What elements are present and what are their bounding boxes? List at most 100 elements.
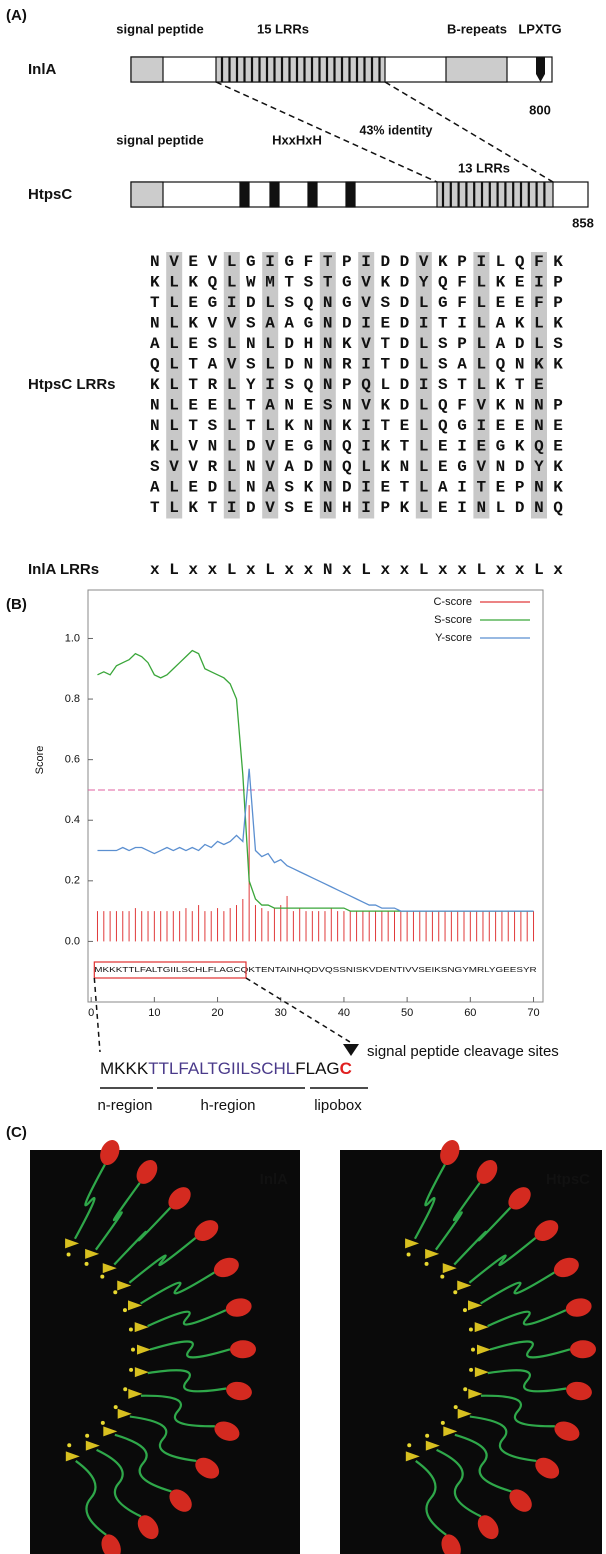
helix [440,1139,460,1166]
cleavage-label: signal peptide cleavage sites [367,1043,559,1060]
homology-link [215,81,438,183]
coil [413,1164,446,1240]
strand [457,1280,472,1291]
strand [468,1300,483,1311]
hbond [128,1327,133,1332]
coil [75,1460,107,1536]
coil [487,1309,567,1328]
alignment-row: T L E G I D L S Q N G V S D L G F L E E … [150,294,563,312]
x-tick-label: 60 [464,1007,476,1019]
strand [425,1248,440,1259]
helix [553,1257,579,1278]
strand [457,1408,472,1419]
y-axis-label: Score [34,746,46,775]
lpxtg-anchor [536,57,545,82]
legend-label: Y-score [435,632,472,644]
hbond [66,1252,71,1257]
structure-cartoon [405,1139,596,1554]
helix [566,1381,592,1401]
homology-link [384,81,554,183]
x-tick-label: 50 [401,1007,413,1019]
strand [117,1280,132,1291]
alignment-row: K L K Q L W M T S T G V K D Y Q F L K E … [150,274,563,292]
domain-label: HxxHxH [272,132,322,147]
alignment-row: T L K T I D V S E N H I P K L E I N L D … [150,499,563,517]
legend-label: C-score [433,596,472,608]
coil [415,1460,447,1536]
zoom-link [245,977,351,1043]
strand [476,1344,491,1355]
strand [136,1344,151,1355]
strand [474,1322,489,1333]
coil [96,1448,142,1518]
strand [134,1322,149,1333]
signal-peptide [130,56,164,83]
legend-label: S-score [434,614,472,626]
hbond [468,1327,473,1332]
x-tick-label: 10 [148,1007,160,1019]
coil [114,1433,172,1493]
coil [489,1340,571,1359]
region-label: n-region [97,1097,152,1114]
conserved-column [319,252,336,519]
signal-peptide [130,181,164,208]
sequence-segment: TTLFALTGIILSCHL [148,1059,295,1078]
coil [453,1206,512,1266]
alignment-row: A L E S L N L D H N K V T D L S P L A D … [150,335,563,353]
zoom-link [93,977,101,1053]
hbond [123,1387,128,1392]
domain-label: 15 LRRs [257,21,309,36]
sequence-segment: MKKK [100,1059,149,1078]
alignment-row: N V E V L G I G F T P I D D V K P I L Q … [150,253,563,271]
helix [100,1139,120,1166]
alignment-label: HtpsC LRRs [28,376,116,393]
conserved-column [262,252,279,519]
conserved-column [223,252,240,519]
hxxhxh-motif [307,181,318,208]
cleavage-marker [343,1044,359,1056]
helix [476,1160,498,1184]
hbond [470,1347,475,1352]
coil [454,1433,512,1493]
lrr-region [215,56,386,83]
strand [128,1300,143,1311]
coil [140,1271,215,1305]
strand [85,1440,100,1451]
sequence-segment: C [340,1059,352,1078]
helix [508,1187,531,1210]
x-tick-label: 0 [88,1007,94,1019]
score-line [97,768,534,912]
alignment-row: S V V R L N V A D N Q L K N L E G V N D … [150,458,563,476]
coil [436,1448,482,1518]
strand [443,1426,458,1437]
helix [225,1298,252,1317]
strand [103,1426,118,1437]
consensus-row: x L x x L x L x x N x L x x L x x L x x … [150,561,563,579]
helix [229,1340,256,1359]
hbond [122,1308,127,1313]
coil [129,1415,197,1463]
hbond [100,1274,105,1279]
helix [101,1534,121,1554]
conserved-column [166,252,183,519]
hbond [425,1433,430,1438]
region-label: lipobox [314,1097,362,1114]
structure-cartoon [65,1139,256,1554]
hxxhxh-motif [269,181,280,208]
coil [434,1182,481,1251]
helix [554,1421,580,1441]
domain-label: signal peptide [116,21,203,36]
strand [102,1263,117,1274]
alignment-label: InlA LRRs [28,561,99,578]
helix [477,1515,499,1540]
hbond [424,1261,429,1266]
hbond [407,1443,412,1448]
hbond [129,1367,134,1372]
hbond [453,1290,458,1295]
helix [169,1489,192,1512]
helix [168,1187,191,1210]
protein-length: 800 [529,102,551,117]
hbond [100,1420,105,1425]
hbond [113,1290,118,1295]
strand [442,1263,457,1274]
